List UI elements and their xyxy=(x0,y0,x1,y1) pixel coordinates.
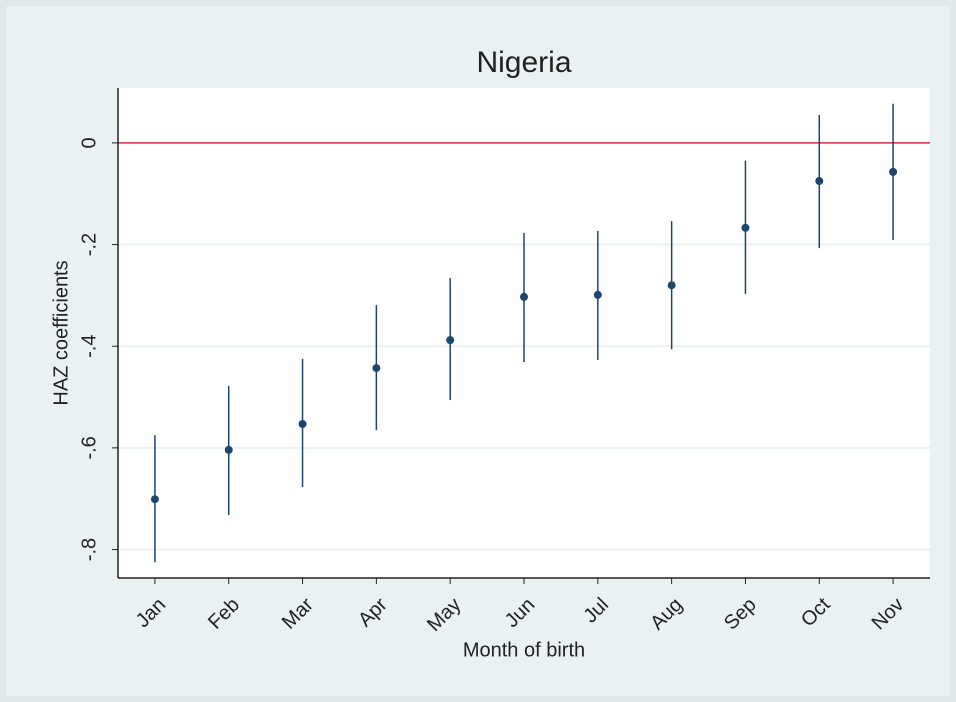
point xyxy=(593,290,602,299)
point xyxy=(298,419,307,428)
point xyxy=(815,177,824,186)
y-tick-label: -.2 xyxy=(78,233,100,256)
point xyxy=(520,292,528,301)
point xyxy=(224,445,233,454)
y-axis-title: HAZ coefficients xyxy=(50,260,72,405)
y-tick-label: -.4 xyxy=(78,335,100,358)
point xyxy=(446,336,455,345)
y-tick-label: -.6 xyxy=(78,436,100,459)
x-axis-title: Month of birth xyxy=(463,639,585,661)
point xyxy=(372,364,381,373)
point xyxy=(741,223,750,232)
point xyxy=(667,281,676,290)
chart-title: Nigeria xyxy=(476,46,571,79)
point xyxy=(889,167,898,176)
y-tick-label: 0 xyxy=(78,137,100,148)
y-tick-label: -.8 xyxy=(78,538,100,561)
point xyxy=(150,495,159,504)
